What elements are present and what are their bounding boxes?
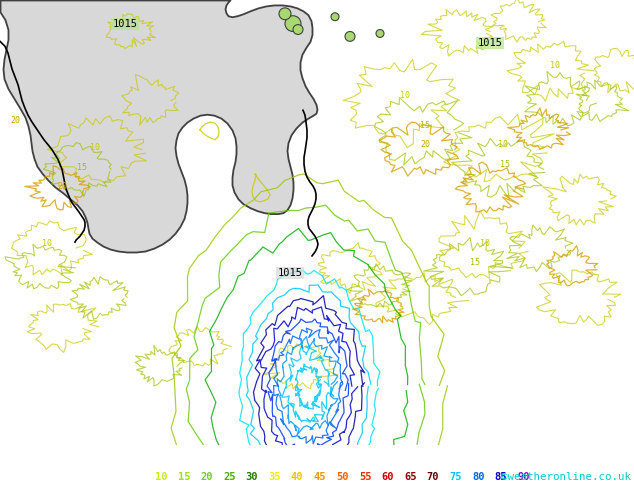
Text: 80: 80 xyxy=(472,472,484,482)
Text: 20: 20 xyxy=(10,116,20,124)
Text: 20: 20 xyxy=(57,181,67,191)
Text: 1015: 1015 xyxy=(278,268,302,278)
Text: 50: 50 xyxy=(336,472,349,482)
Text: 85: 85 xyxy=(495,472,507,482)
Text: ©weatheronline.co.uk: ©weatheronline.co.uk xyxy=(501,472,631,482)
Text: Tu 24-09-2024 06:00 UTC (12+18): Tu 24-09-2024 06:00 UTC (12+18) xyxy=(418,452,631,462)
Circle shape xyxy=(293,24,303,34)
Text: 65: 65 xyxy=(404,472,417,482)
Text: 15: 15 xyxy=(420,121,430,129)
Text: 10: 10 xyxy=(480,239,490,247)
Text: 75: 75 xyxy=(450,472,462,482)
Text: 15: 15 xyxy=(500,160,510,169)
Text: Isotachs 10m (km/h): Isotachs 10m (km/h) xyxy=(3,472,127,482)
Text: 10: 10 xyxy=(550,61,560,71)
Circle shape xyxy=(331,13,339,21)
Text: 40: 40 xyxy=(291,472,304,482)
Circle shape xyxy=(345,31,355,41)
Text: 25: 25 xyxy=(223,472,235,482)
Text: Surface pressure [hPa] ECMWF: Surface pressure [hPa] ECMWF xyxy=(3,452,195,462)
Text: 70: 70 xyxy=(427,472,439,482)
Text: 15: 15 xyxy=(470,258,480,268)
Text: 1015: 1015 xyxy=(112,19,138,28)
Text: 20: 20 xyxy=(420,140,430,149)
Circle shape xyxy=(279,8,291,20)
Text: 10: 10 xyxy=(400,91,410,100)
Text: 55: 55 xyxy=(359,472,372,482)
Text: 1015: 1015 xyxy=(477,38,503,49)
Text: 10: 10 xyxy=(498,140,508,149)
Circle shape xyxy=(285,16,301,31)
Text: 15: 15 xyxy=(77,163,87,172)
Text: 45: 45 xyxy=(314,472,326,482)
Text: 35: 35 xyxy=(268,472,281,482)
Text: 20: 20 xyxy=(200,472,213,482)
Text: 10: 10 xyxy=(42,239,52,247)
Circle shape xyxy=(376,29,384,37)
Text: 90: 90 xyxy=(517,472,530,482)
Text: 30: 30 xyxy=(245,472,258,482)
Text: 10: 10 xyxy=(155,472,167,482)
Text: 60: 60 xyxy=(382,472,394,482)
Text: 10: 10 xyxy=(90,143,100,152)
Text: 15: 15 xyxy=(178,472,190,482)
